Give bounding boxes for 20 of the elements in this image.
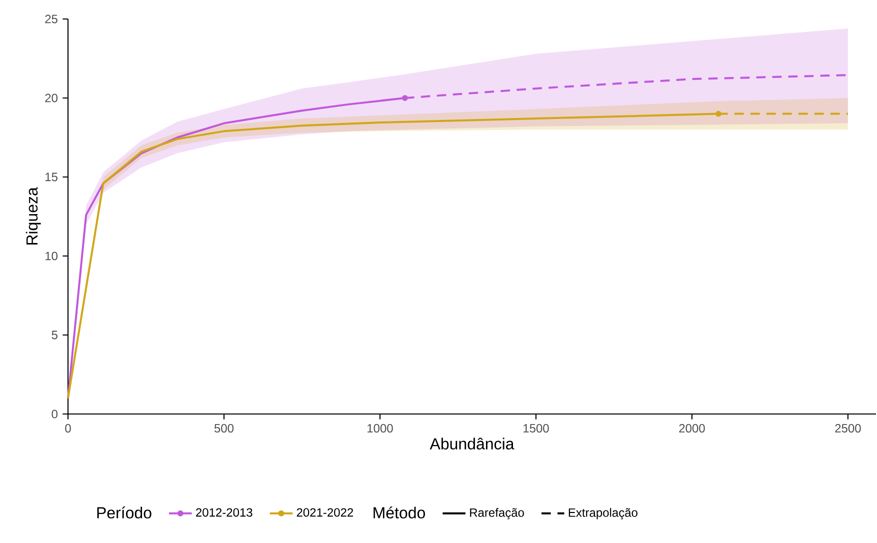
text: Rarefação: [470, 508, 524, 520]
x-tick-label: 1000: [368, 424, 393, 433]
y-tick-label: 15: [46, 172, 58, 182]
y-tick-label: 25: [45, 14, 58, 24]
x-tick-label: 2000: [679, 424, 705, 433]
y-tick-label: 10: [46, 252, 58, 260]
x-tick-label: 500: [214, 424, 234, 433]
legend-label: 2021-2022: [296, 508, 354, 517]
text: Método: [374, 506, 425, 518]
text: Extrapolação: [568, 508, 638, 520]
x-tick-label: 2500: [835, 424, 861, 433]
x-axis-title: Abundância: [430, 438, 514, 450]
y-axis-title: Riqueza: [26, 187, 41, 245]
y-tick-label: 5: [52, 330, 58, 340]
y-tick-label: 20: [45, 94, 58, 102]
legend-label: 2012-2013: [196, 508, 252, 517]
x-tick-label: 0: [65, 424, 71, 433]
legend-title: Período: [97, 506, 152, 518]
y-tick-label: 0: [52, 410, 58, 418]
x-tick-label: 1500: [524, 424, 549, 433]
